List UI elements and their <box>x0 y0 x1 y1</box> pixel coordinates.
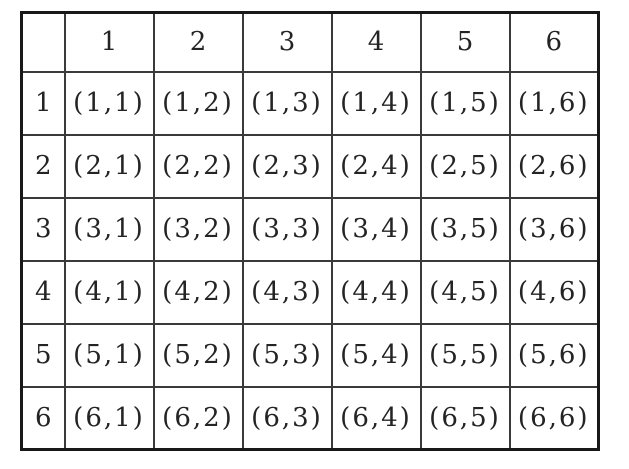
outcome-cell: (4,6) <box>508 259 600 325</box>
outcome-cell: (5,3) <box>241 322 333 388</box>
outcome-cell: (3,6) <box>508 196 600 262</box>
outcome-cell: (5,4) <box>330 322 422 388</box>
table-row: 6 (6,1) (6,2) (6,3) (6,4) (6,5) (6,6) <box>20 385 600 451</box>
row-header: 2 <box>20 133 66 199</box>
outcome-cell: (2,6) <box>508 133 600 199</box>
row-header: 3 <box>20 196 66 262</box>
outcome-cell: (5,2) <box>152 322 244 388</box>
table-row: 4 (4,1) (4,2) (4,3) (4,4) (4,5) (4,6) <box>20 259 600 325</box>
outcome-cell: (2,3) <box>241 133 333 199</box>
outcome-cell: (4,5) <box>419 259 511 325</box>
outcome-cell: (6,6) <box>508 385 600 451</box>
row-header: 4 <box>20 259 66 325</box>
column-header: 4 <box>330 11 422 73</box>
column-header: 5 <box>419 11 511 73</box>
column-header: 2 <box>152 11 244 73</box>
table-row: 1 (1,1) (1,2) (1,3) (1,4) (1,5) (1,6) <box>20 70 600 136</box>
outcome-cell: (3,1) <box>63 196 155 262</box>
corner-cell <box>20 11 66 73</box>
row-header: 6 <box>20 385 66 451</box>
outcome-cell: (4,2) <box>152 259 244 325</box>
outcome-cell: (6,1) <box>63 385 155 451</box>
outcome-cell: (1,5) <box>419 70 511 136</box>
outcome-cell: (2,2) <box>152 133 244 199</box>
outcome-cell: (3,3) <box>241 196 333 262</box>
outcome-cell: (5,5) <box>419 322 511 388</box>
outcome-cell: (2,4) <box>330 133 422 199</box>
outcome-cell: (1,4) <box>330 70 422 136</box>
row-header: 5 <box>20 322 66 388</box>
outcome-cell: (2,5) <box>419 133 511 199</box>
row-header: 1 <box>20 70 66 136</box>
outcome-cell: (4,4) <box>330 259 422 325</box>
table-row: 5 (5,1) (5,2) (5,3) (5,4) (5,5) (5,6) <box>20 322 600 388</box>
outcome-cell: (5,6) <box>508 322 600 388</box>
outcome-cell: (1,3) <box>241 70 333 136</box>
outcome-cell: (6,3) <box>241 385 333 451</box>
outcome-cell: (4,1) <box>63 259 155 325</box>
outcome-cell: (3,2) <box>152 196 244 262</box>
outcome-cell: (6,5) <box>419 385 511 451</box>
table-row: 3 (3,1) (3,2) (3,3) (3,4) (3,5) (3,6) <box>20 196 600 262</box>
outcome-cell: (1,6) <box>508 70 600 136</box>
table-body: 1 (1,1) (1,2) (1,3) (1,4) (1,5) (1,6) 2 (2,1) (2,… <box>20 70 600 451</box>
outcome-cell: (6,4) <box>330 385 422 451</box>
outcome-cell: (3,4) <box>330 196 422 262</box>
outcome-cell: (3,5) <box>419 196 511 262</box>
outcome-cell: (1,1) <box>63 70 155 136</box>
outcome-cell: (4,3) <box>241 259 333 325</box>
column-header: 6 <box>508 11 600 73</box>
table-row: 2 (2,1) (2,2) (2,3) (2,4) (2,5) (2,6) <box>20 133 600 199</box>
outcome-cell: (5,1) <box>63 322 155 388</box>
column-header: 3 <box>241 11 333 73</box>
column-header: 1 <box>63 11 155 73</box>
outcome-cell: (1,2) <box>152 70 244 136</box>
outcome-cell: (2,1) <box>63 133 155 199</box>
outcome-cell: (6,2) <box>152 385 244 451</box>
